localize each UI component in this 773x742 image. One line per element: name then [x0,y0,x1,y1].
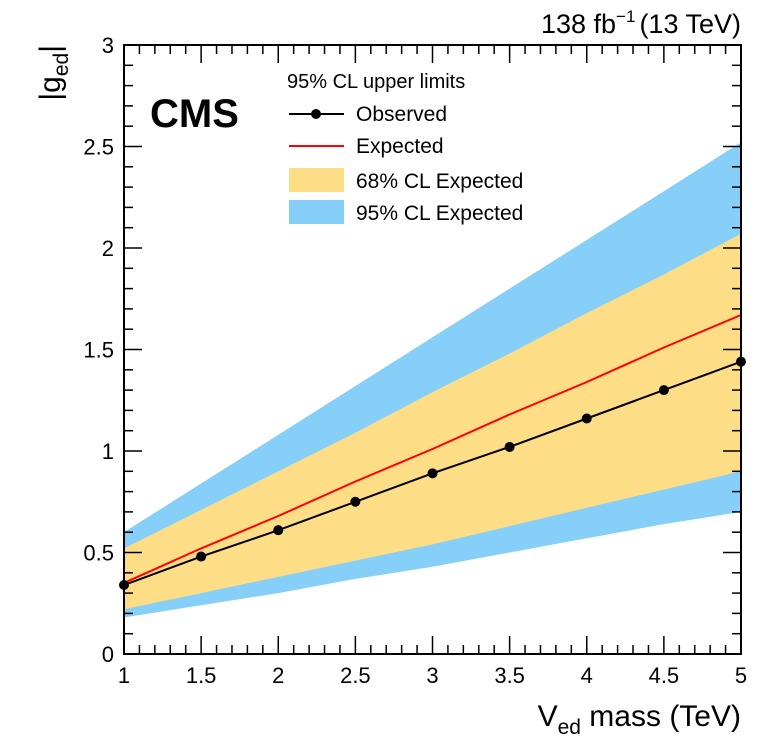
y-tick-label: 2 [102,236,114,261]
y-tick-labels: 0 0.5 1 1.5 2 2.5 3 [83,33,114,667]
legend-observed-marker [311,109,321,119]
observed-point [427,468,438,479]
observed-points [119,356,746,590]
x-tick-label: 3.5 [494,663,525,688]
x-tick-label: 1 [118,663,130,688]
legend-header: 95% CL upper limits [287,71,465,93]
observed-point [196,551,207,562]
x-tick-label: 4.5 [649,663,680,688]
y-tick-label: 0 [102,642,114,667]
cms-label: CMS [150,92,239,136]
legend: 95% CL upper limits Observed Expected 68… [287,71,523,225]
expected-limit-line [123,314,742,584]
legend-expected-label: Expected [356,135,444,158]
y-tick-label: 3 [102,33,114,58]
x-tick-label: 5 [735,663,747,688]
observed-point [581,413,592,424]
x-tick-label: 3 [426,663,438,688]
x-tick-label: 4 [581,663,593,688]
observed-point [504,441,515,452]
observed-point [273,525,284,536]
legend-68cl-label: 68% CL Expected [356,170,523,193]
x-tick-label: 2.5 [340,663,371,688]
y-axis-title: |ged| [34,45,73,101]
legend-95cl-label: 95% CL Expected [356,202,523,225]
legend-68cl-swatch [289,168,344,192]
observed-point [350,496,361,507]
legend-observed-label: Observed [356,103,447,126]
y-tick-label: 1.5 [83,338,114,363]
y-tick-label: 2.5 [83,135,114,160]
y-tick-label: 0.5 [83,541,114,566]
lumi-label: 138 fb−1 (13 TeV) [541,7,741,39]
x-axis-title: Ved mass (TeV) [538,700,741,739]
x-tick-labels: 1 1.5 2 2.5 3 3.5 4 4.5 5 [118,663,747,688]
y-tick-label: 1 [102,439,114,464]
x-tick-label: 1.5 [186,663,217,688]
observed-point [658,385,669,396]
x-tick-label: 2 [272,663,284,688]
legend-95cl-swatch [289,200,344,224]
axis-ticks [123,44,742,655]
